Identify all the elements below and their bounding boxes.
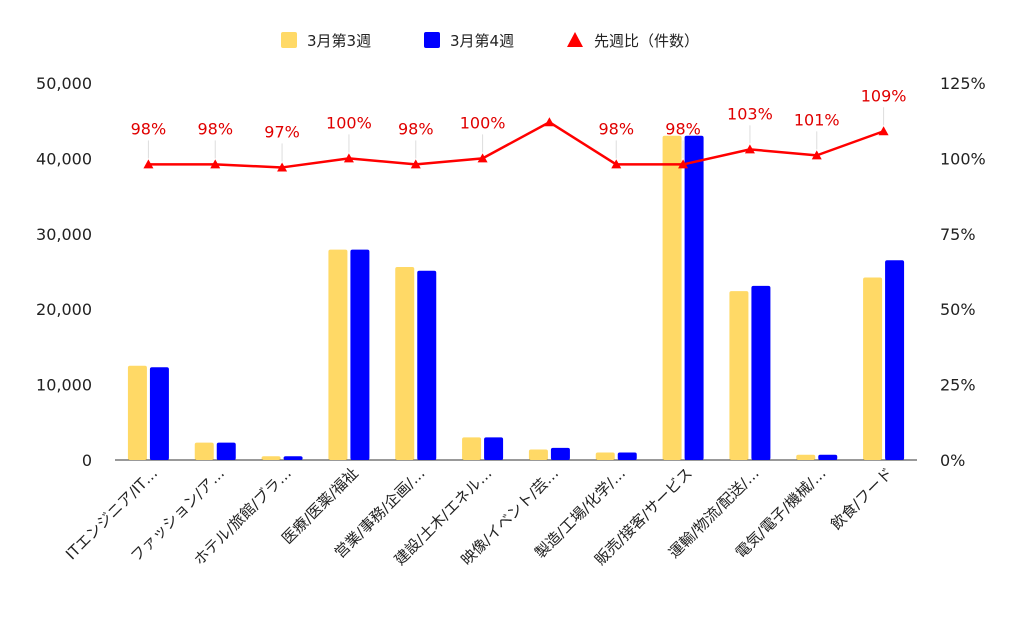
legend-label-series-1: 3月第3週 — [307, 32, 371, 50]
bar-series-2 — [283, 456, 303, 460]
legend-item-series-1: 3月第3週 — [281, 32, 371, 50]
bar-series-1 — [863, 277, 883, 460]
ratio-data-label: 98% — [197, 119, 233, 138]
bar-series-2 — [550, 447, 570, 460]
y-left-tick-label: 30,000 — [36, 225, 92, 244]
ratio-data-label: 98% — [665, 119, 701, 138]
bar-series-1 — [662, 135, 682, 460]
category-labels: ITエンジニア/IT…ファッション/ア…ホテル/旅館/ブラ…医療/医薬/福祉営業… — [62, 464, 896, 569]
bar-series-2 — [617, 452, 637, 460]
ratio-point — [611, 159, 622, 169]
ratio-data-label: 98% — [598, 119, 634, 138]
y-right-tick-label: 75% — [940, 225, 976, 244]
ratio-data-label: 98% — [131, 119, 167, 138]
bar-series-2 — [417, 270, 437, 460]
y-left-tick-label: 0 — [82, 451, 92, 470]
ratio-data-label: 100% — [326, 113, 372, 132]
legend: 3月第3週 3月第4週 先週比（件数） — [281, 32, 699, 50]
ratio-data-label: 100% — [460, 113, 506, 132]
bar-series-2 — [484, 437, 504, 460]
y-right-tick-label: 50% — [940, 300, 976, 319]
bar-series-1 — [729, 291, 749, 460]
ratio-point — [678, 159, 689, 169]
ratio-point — [143, 159, 154, 169]
bar-series-2 — [684, 135, 704, 460]
bar-series-1 — [261, 456, 281, 460]
ratio-point — [811, 150, 822, 160]
ratio-point — [343, 153, 354, 163]
y-left-tick-label: 50,000 — [36, 74, 92, 93]
legend-label-series-2: 3月第4週 — [450, 32, 514, 50]
y-right-tick-label: 125% — [940, 74, 986, 93]
legend-label-series-3: 先週比（件数） — [594, 32, 699, 50]
ratio-series-line — [148, 120, 885, 169]
legend-item-series-2: 3月第4週 — [424, 32, 514, 50]
axes: 0 10,000 20,000 30,000 40,000 50,000 0% 25% 50% 7… — [36, 74, 986, 470]
y-left-tick-label: 10,000 — [36, 376, 92, 395]
ratio-data-label: 98% — [398, 119, 434, 138]
ratio-point — [878, 126, 889, 136]
legend-marker-series-3 — [567, 32, 583, 47]
ratio-point — [410, 159, 421, 169]
ratio-data-label: 101% — [794, 110, 840, 129]
category-label: 飲食/フード — [827, 464, 896, 533]
bar-series-1 — [595, 452, 615, 460]
legend-item-series-3: 先週比（件数） — [567, 32, 699, 50]
ratio-data-label: 103% — [727, 104, 773, 123]
bar-series-1 — [328, 249, 348, 460]
ratio-point — [544, 117, 555, 127]
ratio-line: 98% 98% 97% 100% 98% 100% 98% 98% 103% 101% 109% — [131, 86, 907, 172]
bar-series-1 — [194, 442, 214, 460]
bar-series-1 — [462, 437, 482, 460]
bar-series-2 — [149, 367, 169, 460]
ratio-point — [277, 162, 288, 172]
y-left-tick-label: 40,000 — [36, 149, 92, 168]
y-right-tick-label: 25% — [940, 376, 976, 395]
bar-series-1 — [395, 266, 415, 460]
ratio-point — [744, 144, 755, 154]
bar-series-2 — [751, 285, 771, 460]
bar-series-1 — [528, 449, 548, 460]
legend-swatch-series-2 — [424, 32, 440, 48]
bar-series-2 — [885, 260, 905, 460]
ratio-data-label: 97% — [264, 122, 300, 141]
ratio-data-label: 109% — [861, 86, 907, 105]
bar-series-2 — [350, 249, 370, 460]
ratio-point — [210, 159, 221, 169]
y-left-tick-label: 20,000 — [36, 300, 92, 319]
ratio-point — [477, 153, 488, 163]
bar-series-1 — [127, 365, 147, 460]
bar-series-1 — [796, 454, 816, 460]
legend-swatch-series-1 — [281, 32, 297, 48]
bars — [127, 135, 905, 460]
y-right-tick-label: 0% — [940, 451, 965, 470]
y-right-tick-label: 100% — [940, 149, 986, 168]
bar-series-2 — [818, 454, 838, 460]
bar-series-2 — [216, 442, 236, 460]
